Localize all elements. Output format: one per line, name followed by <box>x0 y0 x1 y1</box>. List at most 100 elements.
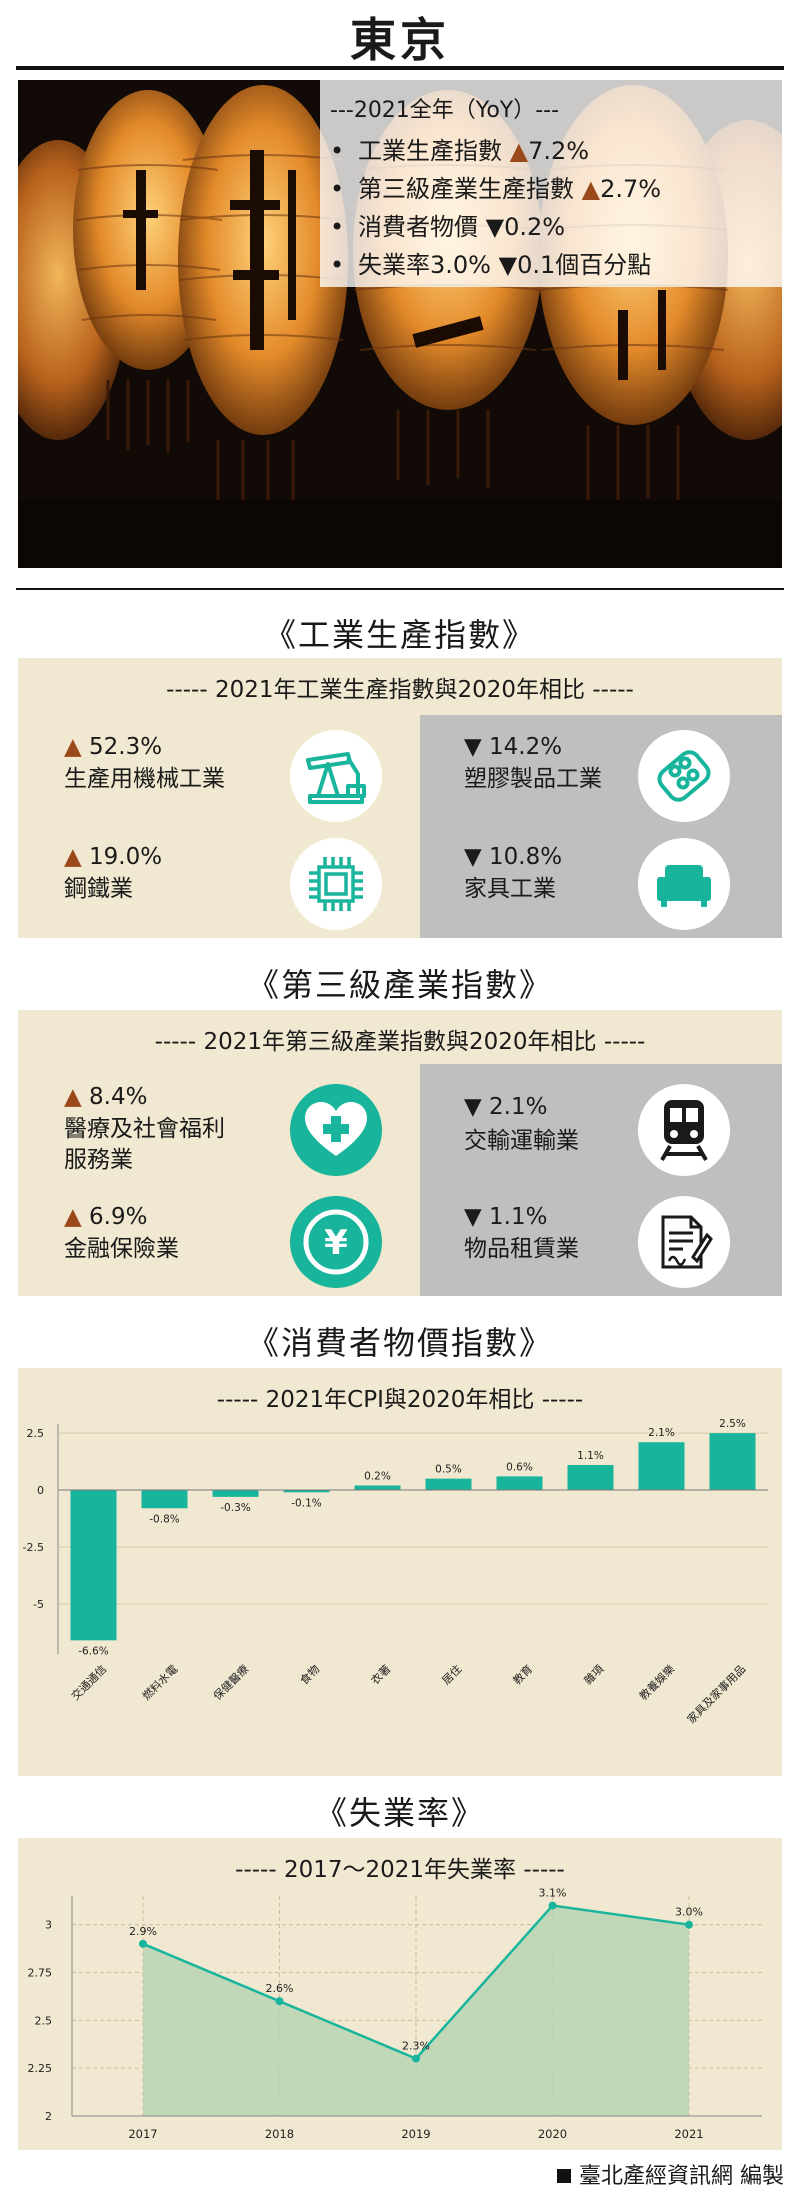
data-label: 2.3% <box>402 2040 430 2053</box>
summary-item: • 消費者物價 ▼0.2% <box>330 213 566 241</box>
stat-label: 金融保險業 <box>64 1236 179 1262</box>
tertiary-subtitle: ----- 2021年第三級產業指數與2020年相比 ----- <box>154 1029 646 1055</box>
stat-number: 14.2% <box>489 734 563 760</box>
unemployment-panel: ----- 2017～2021年失業率 ----- 3 2.75 2.5 2.25 2 2… <box>18 1838 782 2150</box>
bar <box>141 1490 188 1509</box>
up-arrow-icon: ▲ <box>64 1084 82 1110</box>
down-arrow-icon: ▼ <box>498 251 518 279</box>
summary-heading: ---2021全年（YoY）--- <box>330 98 560 123</box>
y-tick-label: 2.75 <box>28 1967 53 1980</box>
stat-number: 8.4% <box>89 1084 148 1110</box>
up-arrow-icon: ▲ <box>64 844 82 870</box>
x-tick-label: 衣著 <box>368 1662 393 1687</box>
data-label: 2.9% <box>129 1925 157 1938</box>
credit-line: 臺北產經資訊網 編製 <box>557 2158 784 2190</box>
area-fill <box>143 1905 689 2116</box>
stat-number: 6.9% <box>89 1204 148 1230</box>
down-arrow-icon: ▼ <box>485 213 505 241</box>
stat-number: 19.0% <box>89 844 163 870</box>
y-tick-label: -2.5 <box>23 1541 44 1554</box>
pill-pack-icon <box>638 730 730 822</box>
y-tick-label: 0 <box>37 1484 44 1497</box>
down-arrow-icon: ▼ <box>464 1094 482 1120</box>
bar <box>567 1464 614 1491</box>
up-arrow-icon: ▲ <box>581 175 601 203</box>
bar <box>425 1478 472 1491</box>
summary-panel <box>320 80 782 287</box>
sofa-icon <box>638 838 730 930</box>
stat-value: ▼ 2.1% <box>464 1094 547 1120</box>
stat-value: ▼ 10.8% <box>464 844 562 870</box>
cpi-bar-chart: 2.5 0 -2.5 -5 -6.6% 交通通信 -0.8% 燃料水電 -0.3% 保健醫療 -0.… <box>23 1418 768 1726</box>
bar <box>70 1490 117 1641</box>
square-bullet-icon <box>557 2169 571 2183</box>
bar <box>709 1433 756 1491</box>
x-tick-label: 雜項 <box>581 1662 606 1687</box>
industrial-title: 《工業生產指數》 <box>263 616 536 654</box>
summary-value: 2.7% <box>600 175 662 203</box>
up-arrow-icon: ▲ <box>509 137 529 165</box>
tertiary-title: 《第三級產業指數》 <box>246 966 553 1004</box>
data-label: 1.1% <box>577 1450 604 1462</box>
data-label: -6.6% <box>78 1645 108 1657</box>
summary-label: 消費者物價 <box>358 213 478 241</box>
unemployment-title: 《失業率》 <box>314 1794 485 1832</box>
title-divider <box>16 66 784 70</box>
unemployment-area-chart: 3 2.75 2.5 2.25 2 2.9% 2017 2.6% 2018 2.3% 2019 3.1… <box>28 1888 762 2141</box>
stat-value: ▲ 8.4% <box>64 1084 147 1110</box>
stat-number: 10.8% <box>489 844 563 870</box>
x-tick-label: 交通通信 <box>68 1662 109 1703</box>
stat-label: 物品租賃業 <box>464 1236 579 1262</box>
data-point <box>412 2054 420 2063</box>
down-arrow-icon: ▼ <box>464 734 482 760</box>
summary-value: 0.2% <box>504 213 566 241</box>
summary-label: 工業生產指數 <box>358 137 502 165</box>
x-tick-label: 2019 <box>401 2127 430 2141</box>
summary-item: • 失業率3.0% ▼0.1個百分點 <box>330 251 652 279</box>
down-arrow-icon: ▼ <box>464 844 482 870</box>
y-tick-label: 2.5 <box>35 2014 53 2027</box>
x-tick-label: 2018 <box>265 2127 294 2141</box>
summary-label: 失業率3.0% <box>358 251 491 279</box>
bar <box>638 1442 685 1491</box>
cpi-panel: ----- 2021年CPI與2020年相比 ----- 2.5 0 -2.5 -5 -… <box>18 1368 782 1776</box>
summary-list: • 工業生產指數 ▲7.2% • 第三級產業生產指數 ▲2.7% • 消費者物價 ▼0… <box>330 132 661 284</box>
summary-item: • 工業生產指數 ▲7.2% <box>330 137 590 165</box>
data-label: 0.5% <box>435 1464 462 1476</box>
unemployment-chart-title: ----- 2017～2021年失業率 ----- <box>235 1857 565 1883</box>
data-point <box>275 1997 284 2006</box>
stat-label: 醫療及社會福利 服務業 <box>64 1116 225 1173</box>
stat-value: ▲ 6.9% <box>64 1204 147 1230</box>
contract-icon <box>638 1196 730 1288</box>
data-label: -0.8% <box>149 1513 179 1525</box>
x-tick-label: 教育 <box>510 1662 535 1687</box>
bar <box>496 1476 543 1491</box>
y-tick-label: -5 <box>33 1598 44 1611</box>
stat-value: ▼ 1.1% <box>464 1204 547 1230</box>
y-tick-label: 2.25 <box>28 2062 53 2075</box>
oil-pump-icon <box>290 730 382 822</box>
data-label: 2.6% <box>266 1982 294 1995</box>
x-tick-label: 食物 <box>297 1662 322 1687</box>
stat-value: ▲ 52.3% <box>64 734 162 760</box>
y-tick-label: 3 <box>45 1919 52 1932</box>
stat-number: 2.1% <box>489 1094 548 1120</box>
stat-label: 家具工業 <box>464 876 556 902</box>
summary-label: 第三級產業生產指數 <box>358 175 574 203</box>
data-label: -0.3% <box>220 1502 250 1514</box>
section-divider <box>16 588 784 590</box>
stat-label: 交輸運輸業 <box>464 1128 579 1154</box>
bar <box>354 1485 401 1491</box>
industrial-subtitle: ----- 2021年工業生產指數與2020年相比 ----- <box>166 677 634 703</box>
summary-item: • 第三級產業生產指數 ▲2.7% <box>330 175 662 203</box>
y-tick-label: 2 <box>45 2110 52 2123</box>
industrial-panel: ----- 2021年工業生產指數與2020年相比 ----- ▲ 52.3% … <box>18 658 782 938</box>
heart-cross-icon <box>290 1084 382 1176</box>
data-label: 0.6% <box>506 1461 533 1473</box>
x-tick-label: 居住 <box>439 1662 464 1687</box>
cpi-chart-title: ----- 2021年CPI與2020年相比 ----- <box>216 1387 584 1413</box>
data-point <box>139 1939 147 1948</box>
data-label: -0.1% <box>291 1497 321 1509</box>
svg-text:¥: ¥ <box>324 1223 348 1263</box>
down-arrow-icon: ▼ <box>464 1204 482 1230</box>
